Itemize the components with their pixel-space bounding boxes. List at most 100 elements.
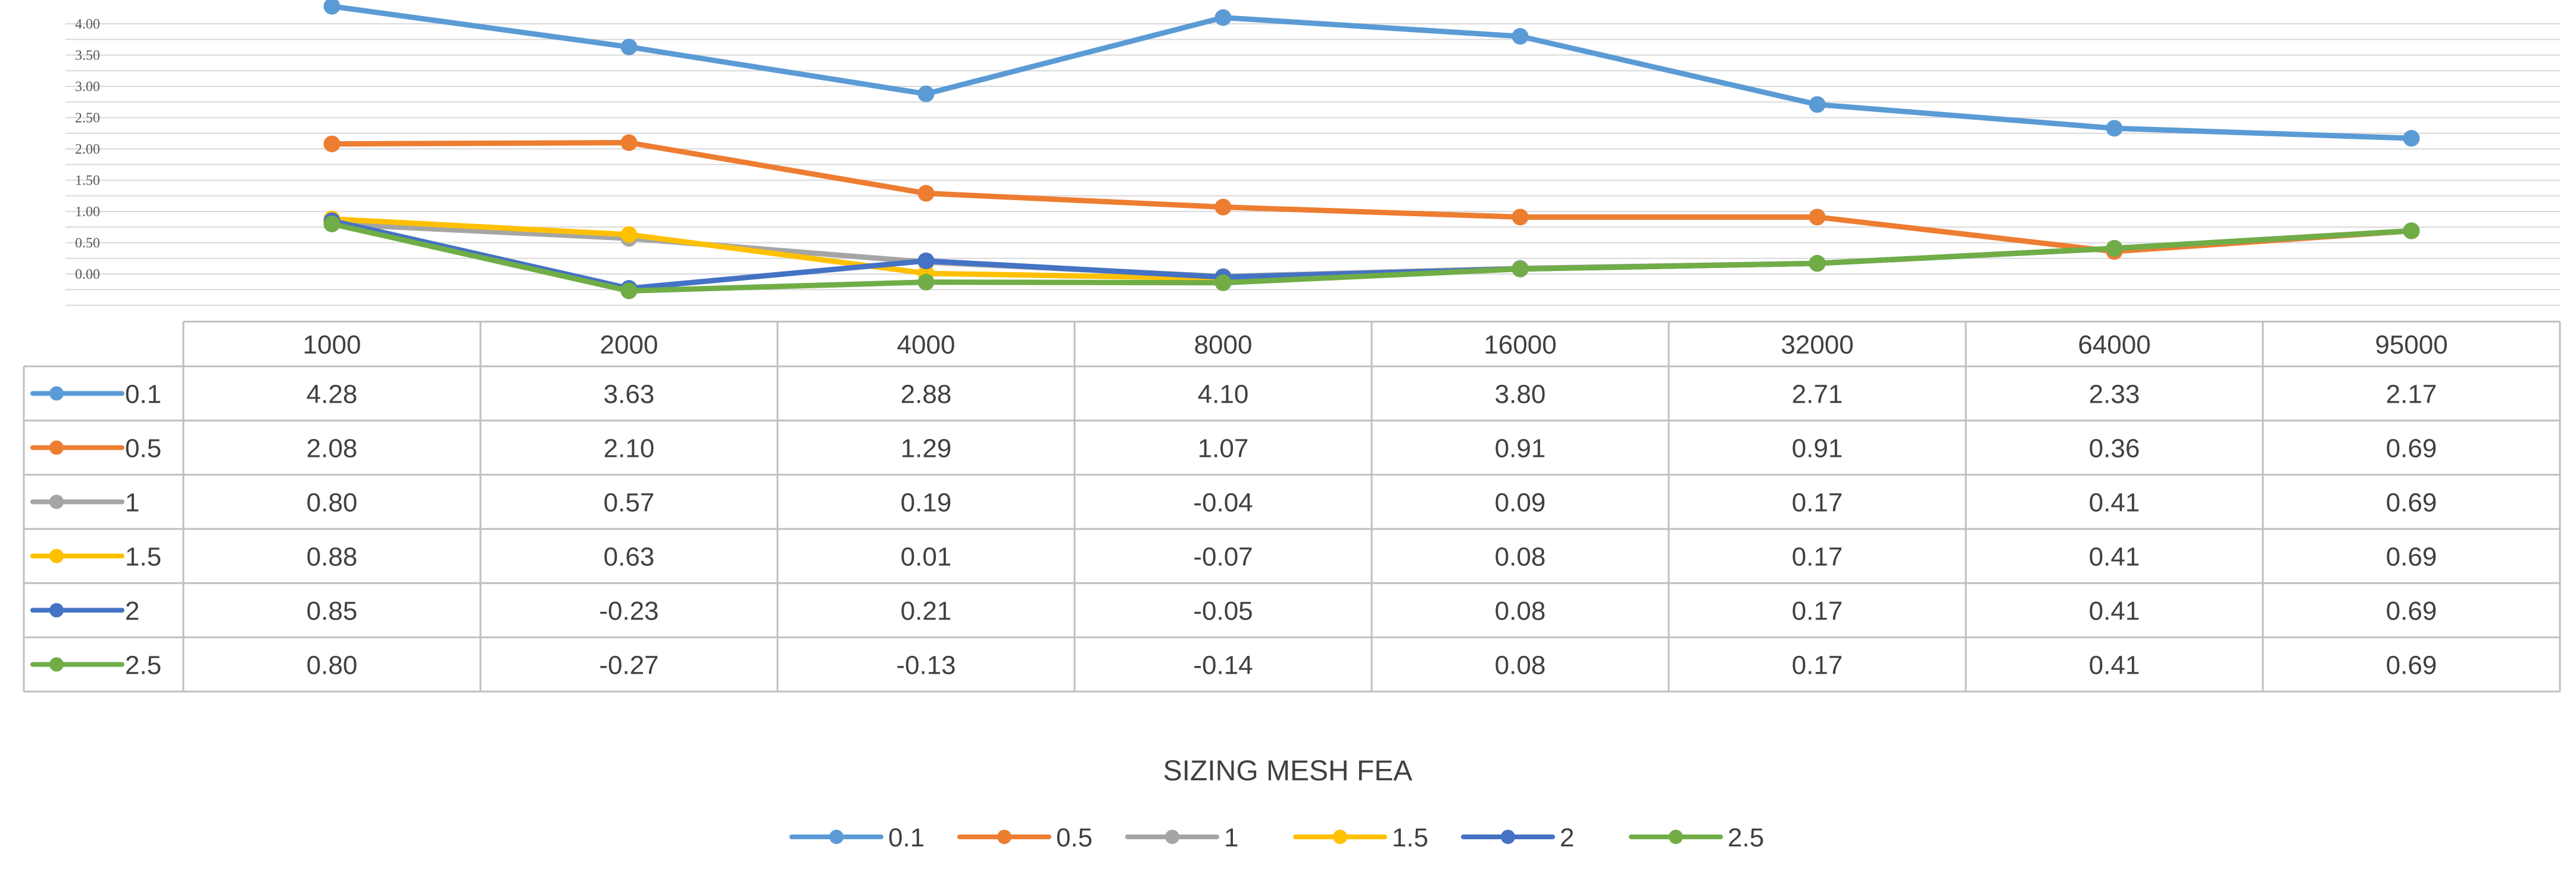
data-point	[620, 282, 638, 300]
y-tick-label: 3.00	[75, 79, 100, 95]
data-value: 0.08	[1495, 651, 1546, 680]
data-value: 0.85	[307, 597, 358, 626]
data-value: 0.69	[2386, 434, 2437, 463]
legend-label: 0.5	[1056, 823, 1092, 852]
legend-label: 1.5	[1392, 823, 1428, 852]
legend-label: 1	[1224, 823, 1238, 852]
data-point	[1512, 28, 1529, 45]
data-value: 0.36	[2089, 434, 2140, 463]
data-value: 0.09	[1495, 488, 1546, 518]
row-series-name: 2.5	[125, 651, 161, 680]
data-value: 0.17	[1792, 597, 1843, 626]
y-tick-label: 2.50	[75, 111, 100, 126]
data-value: -0.23	[599, 597, 658, 626]
category-label: 16000	[1484, 331, 1556, 360]
data-value: 0.19	[901, 488, 952, 518]
data-value: 0.41	[2089, 488, 2140, 518]
data-value: 0.63	[604, 543, 655, 572]
legend-key-marker	[997, 830, 1011, 844]
data-point	[917, 252, 935, 269]
data-value: 0.17	[1792, 543, 1843, 572]
data-point	[1809, 96, 1826, 113]
legend-key-marker	[1165, 830, 1179, 844]
data-point	[323, 135, 341, 152]
data-value: 0.80	[307, 651, 358, 680]
series-line	[329, 140, 2414, 254]
row-legend-key-marker	[49, 549, 64, 563]
data-point	[2403, 222, 2420, 239]
category-label: 32000	[1781, 331, 1853, 360]
data-value: 4.28	[307, 380, 358, 409]
data-point	[620, 134, 638, 151]
data-value: 0.69	[2386, 651, 2437, 680]
legend-key-marker	[1501, 830, 1515, 844]
data-value: 3.63	[604, 380, 655, 409]
data-value: 0.17	[1792, 488, 1843, 518]
data-point	[620, 38, 638, 55]
data-table-header: 1000 2000 4000 8000 16000 32000 64000 95000	[303, 331, 2448, 360]
data-point	[1512, 208, 1529, 226]
data-value: 2.71	[1792, 380, 1843, 409]
series-line	[329, 221, 2414, 294]
legend-label: 2.5	[1728, 823, 1764, 852]
x-axis-title: SIZING MESH FEA	[1163, 755, 1413, 787]
series-line	[329, 4, 2414, 141]
category-label: 1000	[303, 331, 361, 360]
data-value: 0.69	[2386, 543, 2437, 572]
legend-label: 0.1	[888, 823, 925, 852]
data-value: 0.41	[2089, 543, 2140, 572]
legend-label: 2	[1560, 823, 1574, 852]
data-value: 1.07	[1198, 434, 1249, 463]
row-legend-key-marker	[49, 657, 64, 672]
data-value: 0.88	[307, 543, 358, 572]
legend-key-marker	[1669, 830, 1683, 844]
row-legend-key-marker	[49, 440, 64, 455]
data-value: 0.01	[901, 543, 952, 572]
data-point	[917, 273, 935, 291]
row-legend-key-marker	[49, 603, 64, 618]
y-tick-label: 1.00	[75, 204, 100, 220]
data-value: 0.17	[1792, 651, 1843, 680]
data-value: 0.21	[901, 597, 952, 626]
category-label: 64000	[2078, 331, 2150, 360]
data-point	[2403, 130, 2420, 147]
data-value: -0.04	[1193, 488, 1253, 518]
data-value: 0.69	[2386, 597, 2437, 626]
row-legend-key-marker	[49, 386, 64, 401]
y-tick-label: 2.00	[75, 142, 100, 157]
data-point	[323, 216, 341, 232]
category-label: 95000	[2375, 331, 2447, 360]
row-series-name: 0.5	[125, 434, 161, 463]
data-value: 0.69	[2386, 488, 2437, 518]
data-point	[1214, 198, 1232, 216]
legend-key-marker	[829, 830, 844, 844]
row-series-name: 2	[125, 597, 139, 626]
y-tick-label: 1.50	[75, 173, 100, 189]
data-point	[620, 226, 638, 243]
data-value: -0.07	[1193, 543, 1253, 572]
legend-key-marker	[1333, 830, 1347, 844]
gridlines	[65, 23, 2560, 306]
category-label: 8000	[1194, 331, 1253, 360]
data-point	[917, 85, 935, 102]
category-label: 2000	[600, 331, 658, 360]
y-tick-label: 0.50	[75, 236, 100, 251]
data-value: 2.10	[604, 434, 655, 463]
data-value: 2.08	[307, 434, 358, 463]
data-value: -0.27	[599, 651, 658, 680]
data-value: 2.88	[901, 380, 952, 409]
data-value: 0.41	[2089, 651, 2140, 680]
data-value: 0.57	[604, 488, 655, 518]
data-table-body: 0.1 4.28 3.63 2.88 4.10 3.80 2.71 2.33 2.17 0.5 2.…	[30, 380, 2437, 680]
data-value: -0.05	[1193, 597, 1253, 626]
data-point	[1214, 9, 1232, 26]
y-tick-label: 0.00	[75, 267, 100, 282]
y-tick-label: 3.50	[75, 48, 100, 64]
data-value: 0.80	[307, 488, 358, 518]
y-axis-ticks: 4.00 3.50 3.00 2.50 2.00 1.50 1.00 0.50 0.00	[75, 17, 100, 282]
row-series-name: 0.1	[125, 380, 161, 409]
data-value: -0.14	[1193, 651, 1253, 680]
data-point	[323, 0, 341, 15]
legend: 0.1 0.5 1 1.5 2 2.5	[789, 823, 1764, 852]
